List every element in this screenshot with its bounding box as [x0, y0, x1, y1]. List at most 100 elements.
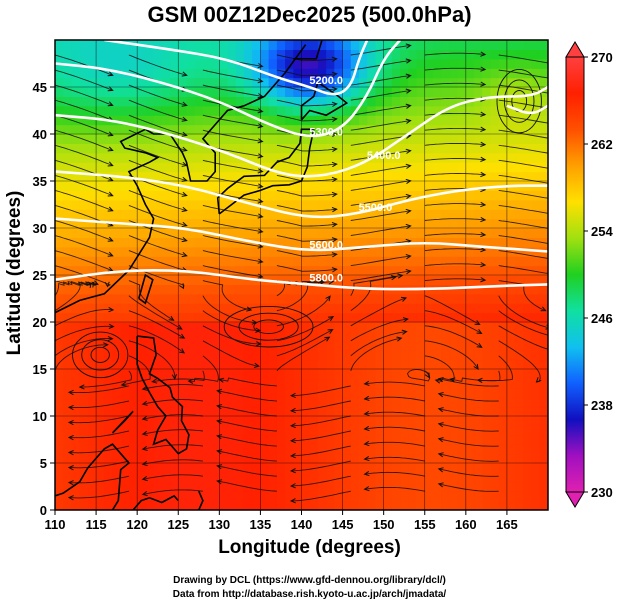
streamline — [498, 280, 546, 312]
field-cell — [145, 397, 155, 408]
field-cell — [531, 434, 541, 445]
field-cell — [317, 218, 327, 229]
field-cell — [301, 96, 311, 107]
field-cell — [87, 68, 97, 79]
field-cell — [465, 378, 475, 389]
field-cell — [482, 444, 492, 455]
field-cell — [112, 228, 122, 238]
field-cell — [359, 190, 368, 201]
field-cell — [359, 397, 368, 408]
field-cell — [424, 340, 434, 351]
field-cell — [276, 265, 286, 276]
streamline-arrow — [257, 228, 264, 234]
field-cell — [506, 96, 516, 107]
field-cell — [285, 275, 294, 285]
field-cell — [350, 472, 360, 483]
field-cell — [268, 152, 278, 163]
field-cell — [441, 322, 450, 332]
field-cell — [63, 434, 73, 445]
field-cell — [243, 322, 253, 332]
field-cell — [227, 105, 237, 116]
field-cell — [194, 58, 204, 69]
field-cell — [301, 218, 311, 229]
field-cell — [55, 87, 64, 97]
field-cell — [112, 397, 122, 408]
streamline-arrow — [480, 231, 487, 238]
field-cell — [342, 58, 352, 69]
field-cell — [375, 322, 385, 332]
field-cell — [523, 500, 533, 510]
field-cell — [457, 481, 467, 492]
field-cell — [128, 124, 138, 135]
field-cell — [235, 331, 245, 342]
field-cell — [309, 491, 319, 502]
field-cell — [112, 350, 122, 361]
field-cell — [350, 96, 360, 107]
field-cell — [112, 68, 122, 79]
field-cell — [243, 115, 253, 126]
streamline-arrow — [216, 479, 223, 485]
field-cell — [465, 105, 475, 116]
field-cell — [383, 218, 393, 229]
field-cell — [104, 152, 114, 163]
field-cell — [227, 124, 237, 135]
field-cell — [359, 416, 368, 426]
field-cell — [161, 162, 171, 173]
streamline — [498, 189, 548, 199]
field-cell — [334, 397, 344, 408]
field-cell — [383, 246, 393, 257]
field-cell — [235, 416, 245, 426]
field-cell — [128, 500, 138, 510]
field-cell — [186, 284, 196, 295]
field-cell — [523, 162, 533, 173]
field-cell — [227, 68, 237, 79]
streamline-arrow — [289, 468, 296, 474]
field-cell — [128, 190, 138, 201]
field-cell — [342, 350, 352, 361]
streamline-arrow — [437, 467, 444, 473]
streamline-arrow — [405, 254, 412, 260]
field-cell — [96, 472, 105, 483]
field-cell — [498, 58, 508, 69]
field-cell — [96, 134, 105, 144]
field-cell — [465, 256, 475, 267]
field-cell — [252, 68, 262, 79]
streamline-arrow — [437, 452, 444, 458]
field-cell — [260, 87, 270, 97]
field-cell — [350, 218, 360, 229]
streamline-arrow — [405, 208, 412, 215]
field-cell — [465, 87, 475, 97]
field-cell — [268, 312, 278, 323]
field-cell — [153, 228, 163, 238]
field-cell — [342, 162, 352, 173]
field-cell — [465, 331, 475, 342]
field-cell — [350, 134, 360, 144]
field-cell — [194, 199, 204, 210]
field-cell — [457, 397, 467, 408]
field-cell — [326, 152, 335, 163]
field-cell — [482, 472, 492, 483]
field-cell — [359, 359, 368, 370]
streamline-arrow — [549, 334, 554, 338]
field-cell — [202, 350, 212, 361]
field-cell — [367, 444, 377, 455]
field-cell — [243, 378, 253, 389]
field-cell — [219, 237, 229, 248]
field-cell — [342, 181, 352, 191]
field-cell — [449, 491, 459, 502]
field-cell — [375, 340, 385, 351]
field-cell — [424, 416, 434, 426]
field-cell — [96, 87, 105, 97]
field-cell — [474, 491, 483, 502]
field-cell — [457, 434, 467, 445]
streamline-arrow — [257, 183, 264, 189]
field-cell — [161, 397, 171, 408]
streamline-arrow — [67, 389, 74, 396]
streamline-arrow — [363, 380, 370, 386]
streamline-arrow — [107, 86, 114, 92]
field-cell — [96, 481, 105, 492]
field-cell — [326, 472, 335, 483]
field-cell — [474, 124, 483, 135]
field-cell — [334, 453, 344, 464]
field-cell — [71, 265, 81, 276]
